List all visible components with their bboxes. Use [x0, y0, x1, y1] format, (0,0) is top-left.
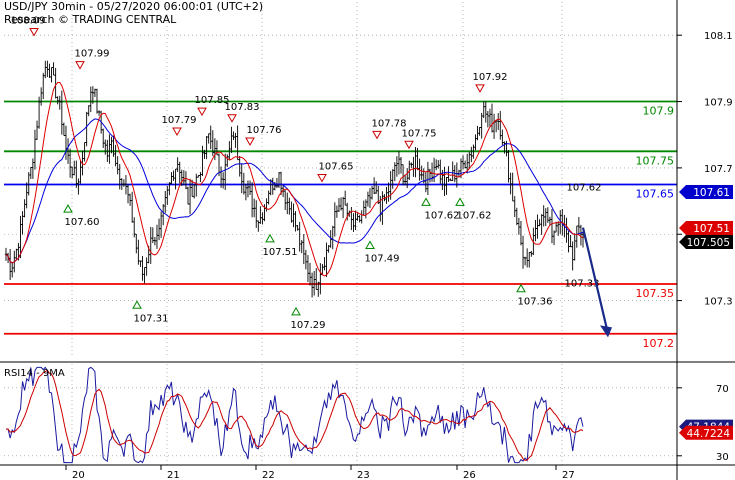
level-label-107.35: 107.35	[636, 287, 675, 300]
swing-low-label: 107.60	[65, 217, 100, 228]
level-label-107.75: 107.75	[636, 154, 675, 167]
price-layer	[4, 60, 585, 298]
chart-header-source: Research © TRADING CENTRAL	[4, 13, 177, 26]
swing-high-label: 107.76	[247, 125, 282, 136]
swing-high-marker	[227, 114, 237, 123]
price-tag-blue-box	[679, 185, 733, 199]
swing-low-marker	[291, 306, 301, 316]
swing-low-label: 107.62	[425, 210, 460, 221]
swing-high-label: 107.99	[75, 49, 110, 60]
swing-value-label: 107.62	[567, 182, 602, 193]
forecast-arrow-head	[600, 325, 612, 338]
swing-low-label: 107.31	[134, 313, 169, 324]
y-tick-label: 108.1	[704, 31, 733, 42]
swing-low-marker	[421, 197, 431, 206]
swing-low-label: 107.36	[518, 297, 553, 308]
moving-average-layer	[5, 82, 584, 277]
swing-low-marker	[132, 300, 142, 309]
swing-high-marker	[404, 140, 414, 150]
swing-low-marker	[265, 233, 275, 243]
swing-high-marker	[29, 27, 39, 37]
x-tick-label: 21	[167, 470, 180, 480]
swing-high-label: 107.83	[225, 102, 260, 113]
rsi-ma-value-tag-box	[679, 425, 733, 440]
swing-low-marker	[365, 240, 375, 250]
rsi-ma-value-tag-label: 44.7224	[687, 428, 731, 440]
swing-low-label: 107.49	[365, 254, 400, 265]
swing-high-marker	[75, 61, 85, 70]
swing-high-label: 107.85	[195, 95, 230, 106]
swing-high-marker	[197, 107, 207, 117]
price-tag-red: 107.51	[679, 221, 733, 235]
rsi-layer	[6, 366, 584, 464]
x-tick-label: 23	[357, 470, 370, 480]
level-label-107.9: 107.9	[643, 105, 675, 118]
price-tag-black: 107.505	[679, 235, 733, 249]
forecast-arrow-shaft	[581, 227, 609, 330]
swing-low-label: 107.51	[263, 247, 298, 258]
rsi-panel-title: RSI14 - 9MA	[4, 368, 65, 379]
swing-high-label: 107.78	[372, 118, 407, 129]
price-tag-red-box	[679, 221, 733, 235]
swing-high-marker	[245, 137, 255, 146]
forecast-layer	[581, 227, 612, 338]
swing-value-label: 107.33	[565, 279, 600, 290]
swing-low-marker	[63, 204, 73, 213]
swing-high-marker	[372, 130, 382, 140]
y-tick-label: 107.3	[704, 297, 733, 308]
swing-low-label: 107.29	[291, 320, 326, 331]
swing-high-marker	[475, 84, 485, 93]
chart-header-title: USD/JPY 30min - 05/27/2020 06:00:01 (UTC…	[4, 0, 264, 13]
rsi-line	[6, 366, 584, 464]
swing-high-label: 107.65	[319, 161, 354, 172]
price-bar	[581, 231, 585, 248]
y-tick-label: 107.9	[704, 98, 733, 109]
rsi-ma-value-tag: 44.7224	[679, 425, 733, 440]
swing-labels-layer: 108.09107.99107.60107.31107.79107.85107.…	[11, 15, 602, 330]
swing-high-label: 107.75	[402, 128, 437, 139]
x-tick-label: 22	[262, 470, 275, 480]
swing-low-marker	[455, 197, 465, 206]
price-tag-black-box	[679, 235, 733, 249]
fast-moving-average-line	[5, 82, 584, 277]
x-tick-label: 27	[562, 470, 575, 480]
swing-low-marker	[516, 283, 526, 293]
rsi-tick-label: 70	[716, 384, 729, 395]
swing-low-label: 107.62	[457, 210, 492, 221]
rsi-ma-line	[6, 369, 584, 461]
rsi-tick-label: 30	[716, 452, 729, 463]
price-tag-blue: 107.61	[679, 185, 733, 199]
swing-high-label: 107.92	[473, 72, 508, 83]
swing-high-label: 107.79	[162, 115, 197, 126]
level-label-107.2: 107.2	[643, 337, 675, 350]
x-tick-label: 26	[463, 470, 476, 480]
price-tag-red-label: 107.51	[693, 223, 730, 235]
price-tag-black-label: 107.505	[687, 237, 730, 249]
price-tag-blue-label: 107.61	[693, 187, 730, 199]
swing-high-label: 108.09	[11, 15, 46, 26]
x-tick-label: 20	[72, 470, 85, 480]
swing-high-marker	[172, 127, 182, 137]
level-label-107.65: 107.65	[636, 187, 675, 200]
swing-high-marker	[317, 173, 327, 183]
levels-layer: 107.9 107.75 107.65 107.35 107.2	[4, 100, 677, 350]
y-tick-label: 107.7	[704, 164, 733, 175]
